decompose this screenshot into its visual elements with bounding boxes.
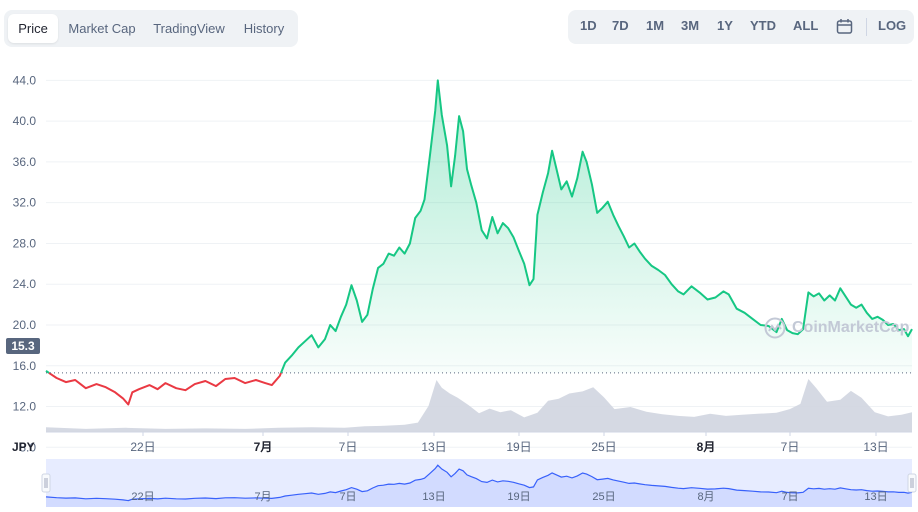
chart-tabs: Price Market Cap TradingView History [4,10,298,47]
price-lines [45,79,913,406]
x-tick-label: 7月 [254,440,273,454]
navigator-handle-left[interactable] [41,473,51,493]
range-ytd-button[interactable]: YTD [750,18,776,33]
currency-label: JPY [12,440,35,454]
range-3m-button[interactable]: 3M [681,18,700,33]
navigator-window [46,459,912,507]
y-tick-label: 36.0 [13,155,37,169]
x-tick-label: 22日 [130,440,155,454]
y-tick-label: 32.0 [13,196,37,210]
x-tick-label: 8月 [697,440,716,454]
navigator-tick-label: 22日 [131,491,154,503]
navigator-line [45,464,913,502]
coinmarketcap-logo-icon [764,317,786,339]
tab-tradingview[interactable]: TradingView [153,21,225,36]
y-tick-label: 12.0 [13,400,37,414]
range-7d-button[interactable]: 7D [612,18,629,33]
volume-area [46,379,912,432]
coinmarketcap-wordmark: CoinMarketCap [792,319,910,336]
log-scale-button[interactable]: LOG [878,18,907,33]
volume-bars [46,379,912,432]
range-all-button[interactable]: ALL [793,18,819,33]
range-1m-button[interactable]: 1M [646,18,665,33]
y-tick-label: 20.0 [13,318,37,332]
range-divider [866,18,867,36]
range-1y-button[interactable]: 1Y [717,18,733,33]
navigator-area [46,465,912,507]
y-tick-label: 40.0 [13,114,37,128]
y-tick-label: 24.0 [13,277,37,291]
price-line-up [45,369,50,374]
x-tick-label: 7日 [339,440,358,454]
y-tick-label: 44.0 [13,73,37,87]
tab-history[interactable]: History [243,21,285,36]
navigator-tick-label: 7日 [781,491,798,503]
x-tick-label: 19日 [506,440,531,454]
x-tick-label: 13日 [421,440,446,454]
tab-price[interactable]: Price [8,14,58,43]
range-1d-button[interactable]: 1D [580,18,597,33]
navigator-tick-label: 13日 [864,491,887,503]
navigator-tick-label: 19日 [507,491,530,503]
chart-gridlines [46,79,912,448]
x-tick-label: 7日 [781,440,800,454]
tab-market-cap[interactable]: Market Cap [68,21,136,36]
calendar-icon[interactable] [836,18,853,35]
navigator: 22日 7月 7日 13日 19日 25日 8月 7日 13日 [41,459,917,507]
current-price-tag: 15.3 [6,338,40,354]
navigator-tick-label: 8月 [697,491,714,503]
price-line-down [48,372,282,406]
navigator-tick-label: 7日 [339,491,356,503]
navigator-tick-label: 13日 [422,491,445,503]
coinmarketcap-watermark: CoinMarketCap [764,316,909,340]
price-area-fill [46,370,49,373]
x-tick-label: 13日 [863,440,888,454]
range-selector: 1D 7D 1M 3M 1Y YTD ALL LOG [568,10,914,44]
y-axis: 8.012.016.020.024.028.032.036.040.044.0 [13,73,37,454]
navigator-tick-label: 7月 [254,491,271,503]
navigator-tick-label: 25日 [592,491,615,503]
navigator-handle-right[interactable] [907,473,917,493]
x-tick-label: 25日 [591,440,616,454]
y-tick-label: 16.0 [13,359,37,373]
x-axis: 22日 7月 7日 13日 19日 25日 8月 7日 13日 [130,432,889,454]
y-tick-label: 28.0 [13,236,37,250]
